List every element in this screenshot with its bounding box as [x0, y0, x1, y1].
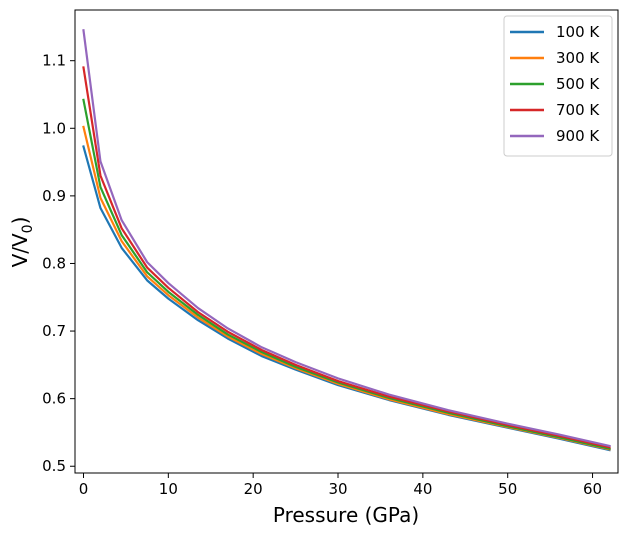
y-tick-label: 0.5: [42, 457, 66, 475]
y-tick-label: 1.0: [42, 119, 66, 137]
y-tick-label: 0.8: [42, 254, 66, 272]
y-axis-label: V/V0): [8, 217, 36, 268]
series-layer: [82, 29, 611, 452]
x-axis-label: Pressure (GPa): [273, 503, 419, 527]
legend: 100 K 300 K 500 K 700 K 900 K: [503, 15, 613, 157]
x-tick-label: 40: [413, 480, 432, 498]
plot-frame: [74, 9, 619, 474]
y-tick-label: 1.1: [42, 52, 66, 70]
x-tick-label: 30: [328, 480, 347, 498]
series-line-900-k: [82, 29, 611, 448]
y-axis: 0.5 0.6 0.7 0.8 0.9 1.0 1.1: [42, 52, 75, 475]
legend-label: 100 K: [556, 23, 600, 41]
legend-box: [503, 15, 613, 157]
x-tick-label: 10: [159, 480, 178, 498]
x-axis: 0 10 20 30 40 50 60: [79, 473, 602, 498]
x-tick-label: 50: [498, 480, 517, 498]
series-line-700-k: [82, 66, 611, 449]
y-tick-label: 0.6: [42, 390, 66, 408]
x-tick-label: 0: [79, 480, 89, 498]
legend-label: 300 K: [556, 49, 600, 67]
x-tick-label: 60: [583, 480, 602, 498]
series-line-500-k: [82, 98, 611, 450]
y-axis-label-subscript: 0: [20, 224, 36, 233]
legend-label: 900 K: [556, 127, 600, 145]
legend-label: 700 K: [556, 101, 600, 119]
y-tick-label: 0.7: [42, 322, 66, 340]
legend-label: 500 K: [556, 75, 600, 93]
y-tick-label: 0.9: [42, 187, 66, 205]
y-axis-label-main: V/V: [8, 233, 32, 267]
x-tick-label: 20: [244, 480, 263, 498]
y-axis-label-close: ): [8, 217, 32, 225]
